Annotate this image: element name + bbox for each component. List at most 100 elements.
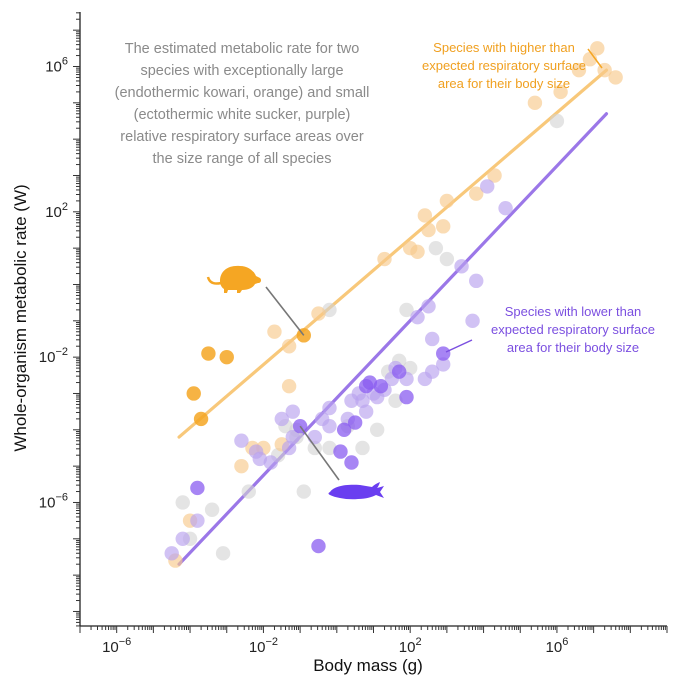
point-lower-highlight [373,379,389,394]
point-lower [175,531,190,547]
point-lower-highlight [190,480,205,496]
ann-main-line: relative respiratory surface areas over [120,129,364,145]
point-lower [263,455,278,470]
point-lower [480,179,495,194]
y-tick-label: 10−2 [39,346,68,366]
y-tick-label: 10−6 [39,491,68,511]
point-other [241,484,256,499]
point-lower [234,433,249,448]
y-tick-label: 106 [45,55,68,75]
ann-higher-line: expected respiratory surface [422,58,586,73]
point-other [428,240,444,256]
point-higher-highlight [201,346,216,361]
point-other [175,495,190,510]
point-lower [285,404,300,419]
point-lower [498,200,513,216]
point-other [215,546,231,561]
point-higher [281,379,297,394]
point-other [549,113,565,129]
point-other [369,422,385,438]
point-higher [608,70,623,85]
point-lower [190,513,205,528]
ann-lower-line: Species with lower than [505,304,642,319]
point-lower [164,546,179,561]
trend-line-higher [177,68,609,439]
point-higher [553,84,568,100]
point-higher [439,193,455,209]
ann-higher-line: area for their body size [438,76,570,91]
point-higher [402,240,418,256]
data-points [164,41,623,568]
point-lower [274,411,289,427]
plot-frame [79,12,667,627]
point-higher-highlight [193,411,209,427]
point-lower [307,429,322,445]
point-other [204,502,220,517]
white-sucker-pointer [299,425,340,481]
y-tick-label: 102 [45,201,68,221]
ann-lower-line: expected respiratory surface [491,322,655,337]
pointer-lines [265,286,340,481]
point-other [355,440,370,456]
point-higher-highlight [186,386,201,401]
kowari-icon [206,265,262,293]
point-higher [311,306,326,321]
point-higher [527,95,543,111]
point-higher [421,222,436,238]
point-lower [410,309,425,325]
point-lower [469,273,484,289]
kowari-pointer [265,286,305,336]
y-axis: 106 102 10−2 10−6 [39,12,80,627]
ann-main-line: The estimated metabolic rate for two [125,41,360,57]
point-lower [425,331,440,347]
x-axis: 10−6 10−2 102 106 [79,626,668,656]
point-higher [487,168,502,183]
white-sucker-icon [328,482,384,500]
point-higher [234,458,249,474]
point-lower-highlight [347,415,363,430]
point-lower [285,429,300,445]
point-lower [322,400,337,416]
point-other [322,302,337,318]
point-other [439,251,455,267]
point-lower-highlight [292,418,308,434]
point-lower [358,404,374,419]
x-tick-label: 10−6 [102,636,131,656]
point-higher [469,186,484,201]
point-higher [281,339,297,354]
point-lower [421,299,436,314]
point-higher-highlight [219,349,234,365]
point-lower [465,313,480,329]
point-other [296,484,311,499]
point-lower-highlight [436,346,451,361]
trend-line-lower [177,112,609,566]
point-other [402,360,418,376]
point-lower-highlight [311,538,326,554]
annotation-main: The estimated metabolic rate for two spec… [115,41,370,167]
point-lower-highlight [333,444,348,459]
point-lower [252,451,267,467]
annotation-higher: Species with higher than expected respira… [422,40,586,91]
point-other [388,393,403,408]
point-lower [281,440,297,456]
point-lower-highlight [391,364,407,379]
ann-main-line: the size range of all species [153,151,332,167]
point-lower [454,259,469,274]
annotation-lower: Species with lower than expected respirat… [491,304,655,355]
ann-main-line: (endothermic kowari, orange) and small [115,85,370,101]
x-axis-title: Body mass (g) [313,656,423,675]
point-lower [355,393,370,408]
y-axis-title: Whole-organism metabolic rate (W) [11,184,30,451]
x-tick-label: 106 [546,636,569,656]
point-lower-highlight [344,455,359,470]
point-lower-highlight [358,379,374,394]
ann-main-line: species with exceptionally large [140,63,343,79]
point-lower-highlight [399,389,414,405]
annotation-lower-pointer [445,339,473,353]
point-other [322,440,337,456]
point-higher [571,62,587,78]
point-lower [436,357,451,372]
point-lower [425,364,440,379]
ann-higher-line: Species with higher than [433,40,575,55]
